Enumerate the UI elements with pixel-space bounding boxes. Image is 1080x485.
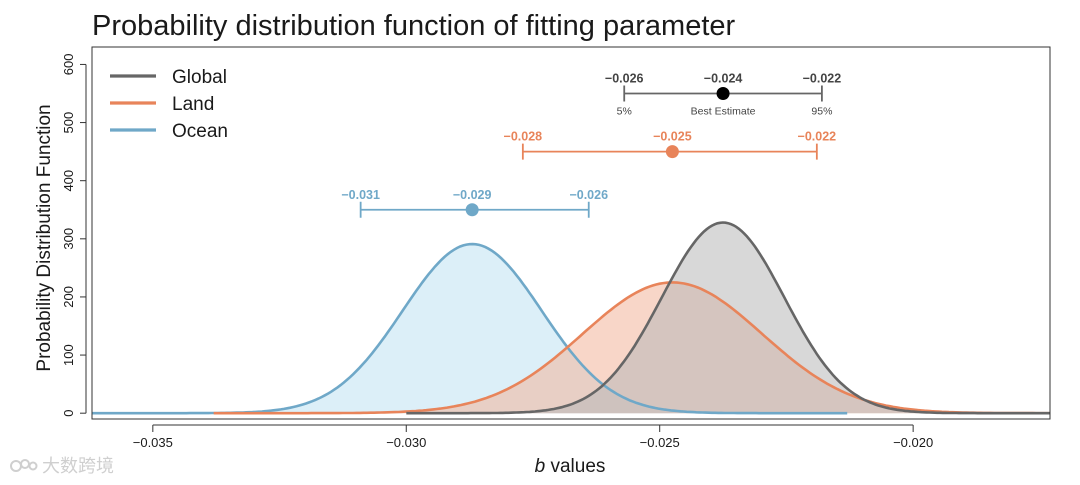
ocean-density-fill (92, 244, 848, 414)
density-fills (92, 222, 1050, 414)
global-density-line (406, 221, 1050, 415)
land-interval-best-label: −0.025 (653, 130, 692, 144)
watermark-text: 大数跨境 (42, 456, 114, 477)
watermark: 大数跨境 (10, 452, 114, 478)
ocean-interval-low-label: −0.031 (341, 188, 380, 202)
y-tick-label: 0 (61, 410, 76, 417)
ocean-interval-best-label: −0.029 (453, 188, 492, 202)
ocean-interval-high-label: −0.026 (569, 188, 608, 202)
y-tick-label: 200 (61, 286, 76, 308)
plot-frame (91, 46, 1051, 420)
x-tick-label: −0.035 (133, 435, 173, 450)
y-tick-label: 300 (61, 228, 76, 250)
y-tick-label: 600 (61, 54, 76, 76)
global-interval-low-label: −0.026 (605, 72, 644, 86)
global-interval-low-caption: 5% (617, 106, 632, 118)
y-axis: 0 100 200 300 400 500 600 (61, 54, 87, 417)
global-density-fill (406, 222, 1050, 414)
global-interval-best-label: −0.024 (704, 72, 743, 86)
x-axis: −0.035 −0.030 −0.025 −0.020 (133, 424, 933, 450)
y-axis-label: Probability Distribution Function (34, 104, 55, 371)
chart-title: Probability distribution function of fit… (92, 10, 736, 42)
interval-bars: −0.031 −0.029 −0.026 −0.028 −0.025 −0.022 −0.0… (341, 72, 841, 218)
land-density-line (213, 281, 1050, 415)
density-lines (92, 221, 1050, 415)
legend: Global Land Ocean (110, 67, 228, 142)
y-tick-label: 100 (61, 344, 76, 366)
watermark-logo-icon (10, 457, 38, 475)
ocean-best-estimate-point (465, 203, 479, 217)
y-tick-label: 500 (61, 112, 76, 134)
land-interval-high-label: −0.022 (798, 130, 837, 144)
x-tick-label: −0.020 (893, 435, 933, 450)
land-best-estimate-point (665, 145, 679, 159)
x-tick-label: −0.030 (386, 435, 426, 450)
x-tick-label: −0.025 (640, 435, 680, 450)
global-interval-high-caption: 95% (811, 106, 832, 118)
global-interval-high-label: −0.022 (803, 72, 842, 86)
land-interval-low-label: −0.028 (504, 130, 543, 144)
y-tick-label: 400 (61, 170, 76, 192)
legend-label-global: Global (172, 67, 227, 88)
global-best-estimate-point (716, 87, 730, 100)
global-interval-best-caption: Best Estimate (691, 106, 756, 118)
legend-label-ocean: Ocean (172, 121, 228, 142)
legend-label-land: Land (172, 94, 214, 115)
x-axis-label: b values (535, 456, 606, 477)
